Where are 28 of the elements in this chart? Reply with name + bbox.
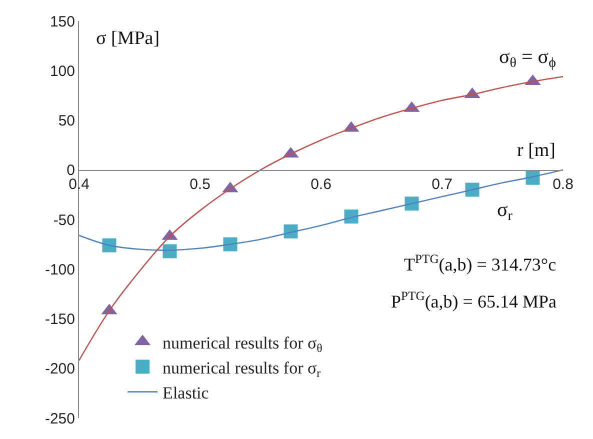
annotation: σ$_{θ}$ = σ$_{ϕ}$ xyxy=(499,46,556,72)
point xyxy=(102,238,116,252)
x-tick-label: 0.7 xyxy=(432,176,452,193)
y-tick-label: 100 xyxy=(50,62,75,80)
point xyxy=(284,224,298,238)
legend-label: Elastic xyxy=(162,383,210,402)
x-tick-label: 0.6 xyxy=(310,176,332,193)
point xyxy=(465,182,480,197)
x-tick-label: 0.8 xyxy=(552,176,574,193)
point xyxy=(526,170,540,185)
y-axis-title: σ [MPa] xyxy=(96,28,160,49)
y-tick-label: -200 xyxy=(44,360,75,378)
x-tick-label: 0.5 xyxy=(190,176,210,193)
annotation: σ$_{r}$ xyxy=(497,199,513,224)
y-tick-label: -50 xyxy=(53,212,75,229)
legend-label: numerical results for σ$_{r}$ xyxy=(162,358,321,380)
point xyxy=(223,237,238,252)
y-tick-label: -250 xyxy=(44,410,75,428)
point xyxy=(404,196,419,211)
legend-label: numerical results for σ$_{θ}$ xyxy=(162,333,323,355)
annotation: P$^{PTG}$(a,b) = 65.14 MPa xyxy=(391,289,556,312)
point xyxy=(344,210,358,224)
y-tick-label: 50 xyxy=(58,112,75,130)
annotation: T$^{PTG}$(a,b) = 314.73°c xyxy=(404,252,556,275)
y-tick-label: -100 xyxy=(44,261,75,278)
y-tick-label: 150 xyxy=(50,13,75,30)
y-tick-label: -150 xyxy=(44,311,75,328)
x-axis-title: r [m] xyxy=(517,140,556,161)
